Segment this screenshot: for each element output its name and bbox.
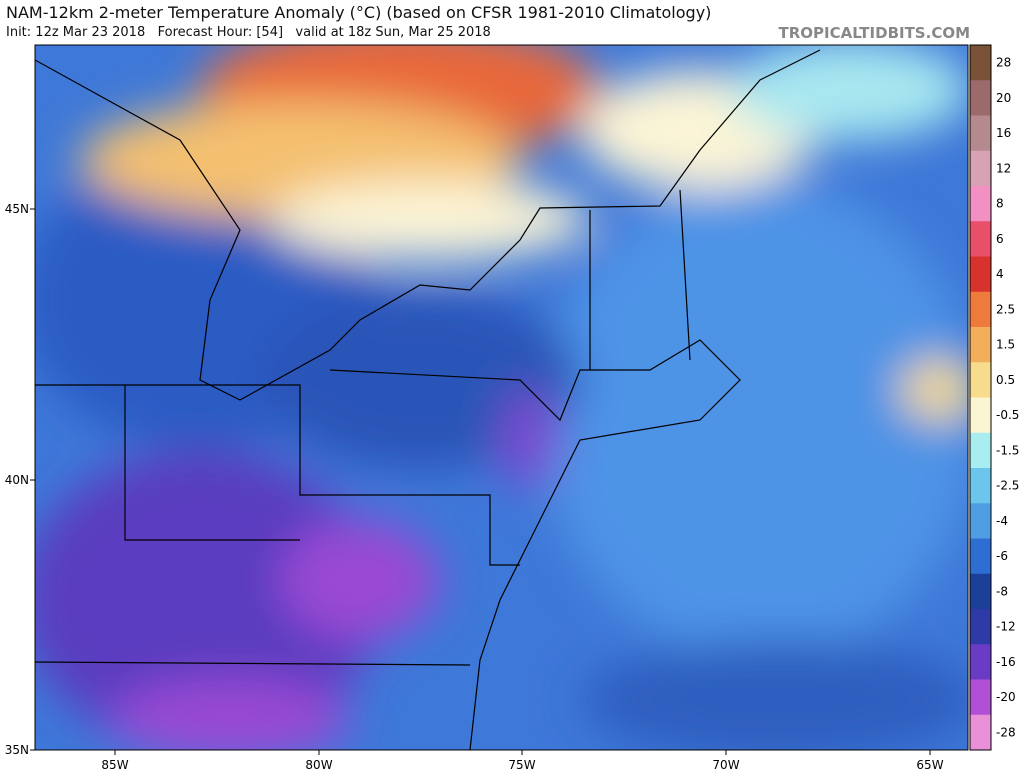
colorbar-segment: [970, 503, 991, 539]
colorbar-label: 20: [996, 91, 1011, 105]
colorbar-segment: [970, 221, 991, 257]
colorbar-label: -6: [996, 549, 1008, 563]
colorbar-label: 28: [996, 56, 1011, 70]
site-credit: TROPICALTIDBITS.COM: [778, 24, 971, 42]
colorbar-label: 4: [996, 267, 1004, 281]
title: NAM-12km 2-meter Temperature Anomaly (°C…: [6, 3, 712, 22]
colorbar-label: -20: [996, 690, 1016, 704]
colorbar-label: -4: [996, 514, 1008, 528]
colorbar-label: -16: [996, 655, 1016, 669]
colorbar-segment: [970, 644, 991, 680]
colorbar-segment: [970, 327, 991, 363]
colorbar-frame: [969, 44, 992, 751]
colorbar-label: -2.5: [996, 479, 1019, 493]
colorbar-segment: [970, 45, 991, 81]
map-frame: [34, 44, 969, 751]
subtitle: Init: 12z Mar 23 2018 Forecast Hour: [54…: [6, 25, 491, 40]
colorbar-label: -12: [996, 620, 1016, 634]
colorbar-segment: [970, 150, 991, 187]
colorbar-label: 1.5: [996, 338, 1015, 352]
colorbar-label: 6: [996, 232, 1004, 246]
colorbar-segment: [970, 432, 991, 469]
colorbar-segment: [970, 609, 991, 645]
colorbar-label: 0.5: [996, 373, 1015, 387]
colorbar-segment: [970, 362, 991, 398]
colorbar-segment: [970, 538, 991, 575]
colorbar-segment: [970, 256, 991, 293]
colorbar-segment: [970, 115, 991, 152]
colorbar-segment: [970, 714, 991, 751]
lon-label: 85W: [101, 758, 128, 772]
colorbar-label: -1.5: [996, 443, 1019, 457]
colorbar-segment: [970, 573, 991, 610]
lon-label: 80W: [305, 758, 332, 772]
colorbar-segment: [970, 468, 991, 504]
colorbar-segment: [970, 186, 991, 222]
lat-label: 35N: [5, 743, 29, 757]
lon-label: 75W: [508, 758, 535, 772]
colorbar-label: -8: [996, 584, 1008, 598]
lat-label: 40N: [5, 473, 29, 487]
colorbar-segment: [970, 80, 991, 116]
colorbar-label: 16: [996, 126, 1011, 140]
colorbar-segment: [970, 397, 991, 434]
colorbar-label: 2.5: [996, 302, 1015, 316]
colorbar-segment: [970, 291, 991, 328]
colorbar-label: -28: [996, 725, 1016, 739]
lat-label: 45N: [5, 202, 29, 216]
colorbar-label: 12: [996, 161, 1011, 175]
colorbar-label: -0.5: [996, 408, 1019, 422]
colorbar-segment: [970, 679, 991, 716]
lon-label: 70W: [712, 758, 739, 772]
anomaly-field: [35, 45, 968, 750]
lon-label: 65W: [916, 758, 943, 772]
colorbar-label: 8: [996, 197, 1004, 211]
